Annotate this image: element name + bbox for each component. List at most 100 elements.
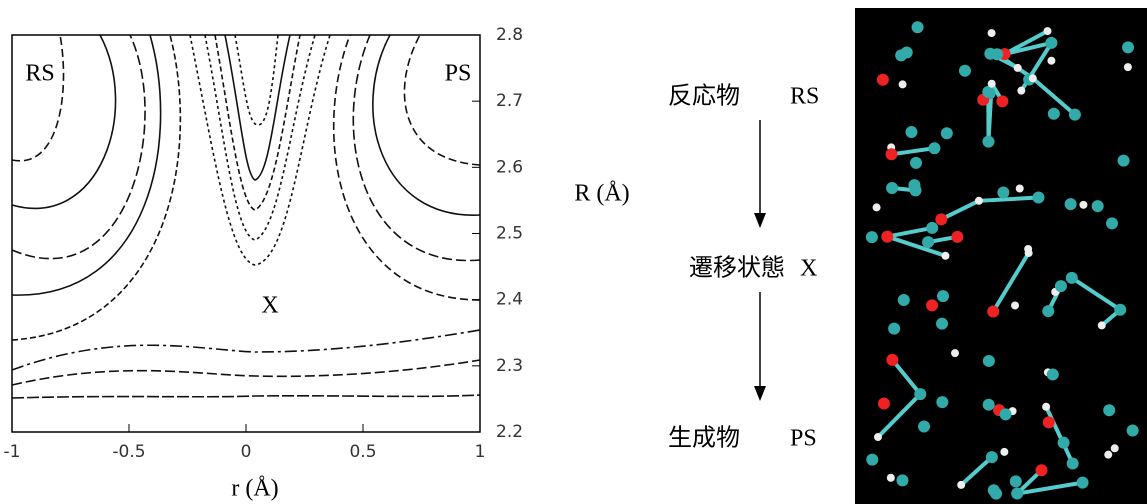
atom xyxy=(1017,87,1025,95)
atom xyxy=(926,222,938,234)
atom xyxy=(986,451,998,463)
atom xyxy=(988,29,996,37)
atom xyxy=(1055,280,1067,292)
molecule-panel xyxy=(855,8,1147,504)
atom xyxy=(1010,475,1022,487)
atom xyxy=(1047,368,1059,380)
x-tick-label: -0.5 xyxy=(112,442,145,462)
scheme: 反応物 RS 遷移状態 X 生成物 PS xyxy=(668,83,819,452)
atom xyxy=(997,187,1009,199)
atom xyxy=(912,21,924,33)
atom xyxy=(878,398,890,410)
y-axis-label: R (Å) xyxy=(574,181,629,207)
atom xyxy=(873,203,881,211)
atom xyxy=(1042,403,1050,411)
atom xyxy=(983,355,995,367)
atom xyxy=(1127,424,1139,436)
atom xyxy=(1092,200,1104,212)
atom xyxy=(866,454,878,466)
atom xyxy=(881,231,893,243)
atom xyxy=(996,95,1008,107)
atom xyxy=(886,182,898,194)
atom xyxy=(936,396,948,408)
atom xyxy=(1058,437,1070,449)
figure: RS PS X r (Å) R (Å) 反応物 RS 遷移状態 X 生成物 PS… xyxy=(0,0,1147,504)
atom xyxy=(951,231,963,243)
atom xyxy=(1103,404,1115,416)
atom xyxy=(987,305,999,317)
atom xyxy=(1065,198,1077,210)
step-code: RS xyxy=(790,84,819,110)
atom xyxy=(1000,408,1012,420)
atom xyxy=(887,474,895,482)
atom xyxy=(1104,451,1112,459)
atom xyxy=(975,197,983,205)
x-tick-label: 0.5 xyxy=(349,442,376,462)
atom xyxy=(1077,477,1089,489)
atom xyxy=(1029,74,1037,82)
step-code: PS xyxy=(790,426,817,452)
atom xyxy=(928,142,940,154)
atom xyxy=(886,354,898,366)
atom xyxy=(1047,57,1055,65)
atom xyxy=(991,48,1003,60)
atom xyxy=(874,433,882,441)
atom xyxy=(1069,109,1081,121)
atom xyxy=(951,349,959,357)
y-tick-label: 2.8 xyxy=(496,25,523,45)
atom xyxy=(1035,464,1047,476)
atom xyxy=(1122,41,1134,53)
atom xyxy=(1066,272,1078,284)
y-tick-label: 2.3 xyxy=(496,356,523,376)
step-label: 遷移状態 xyxy=(689,255,785,282)
atom xyxy=(908,179,920,191)
atom xyxy=(1025,249,1033,257)
atom xyxy=(1000,448,1008,456)
atom xyxy=(1098,321,1106,329)
annotation: X xyxy=(261,293,278,319)
atom xyxy=(1044,27,1052,35)
atom xyxy=(1014,64,1022,72)
atom xyxy=(1114,304,1126,316)
y-tick-label: 2.2 xyxy=(496,422,523,442)
atom xyxy=(905,126,917,138)
atom xyxy=(1045,37,1057,49)
atom xyxy=(918,421,930,433)
arrow-head xyxy=(754,386,766,401)
atom xyxy=(1118,155,1130,167)
atom xyxy=(899,80,907,88)
x-axis-label: r (Å) xyxy=(231,476,278,502)
atom xyxy=(936,318,948,330)
atom xyxy=(886,148,898,160)
x-tick-label: 0 xyxy=(241,442,252,462)
atom xyxy=(982,136,994,148)
step-code: X xyxy=(800,256,817,282)
y-tick-label: 2.4 xyxy=(496,290,523,310)
y-tick-label: 2.7 xyxy=(496,91,523,111)
atom xyxy=(901,46,913,58)
atom xyxy=(1111,444,1119,452)
atom xyxy=(910,157,922,169)
atom xyxy=(914,388,926,400)
step-label: 反応物 xyxy=(668,83,740,110)
atom xyxy=(896,474,908,486)
atom xyxy=(957,481,965,489)
atom xyxy=(922,236,934,248)
atom xyxy=(898,294,910,306)
atom xyxy=(926,299,938,311)
atom xyxy=(983,399,995,411)
atom xyxy=(1106,217,1118,229)
annotation: RS xyxy=(25,61,54,87)
atom xyxy=(1032,192,1044,204)
atom xyxy=(941,252,949,260)
y-tick-label: 2.6 xyxy=(496,157,523,177)
atom xyxy=(888,323,900,335)
atom xyxy=(1043,416,1055,428)
x-tick-label: 1 xyxy=(475,442,486,462)
atom xyxy=(937,290,949,302)
atom xyxy=(877,74,889,86)
contour-lines xyxy=(12,35,480,398)
atom xyxy=(988,80,996,88)
atom xyxy=(1011,301,1019,309)
atom xyxy=(1124,63,1132,71)
